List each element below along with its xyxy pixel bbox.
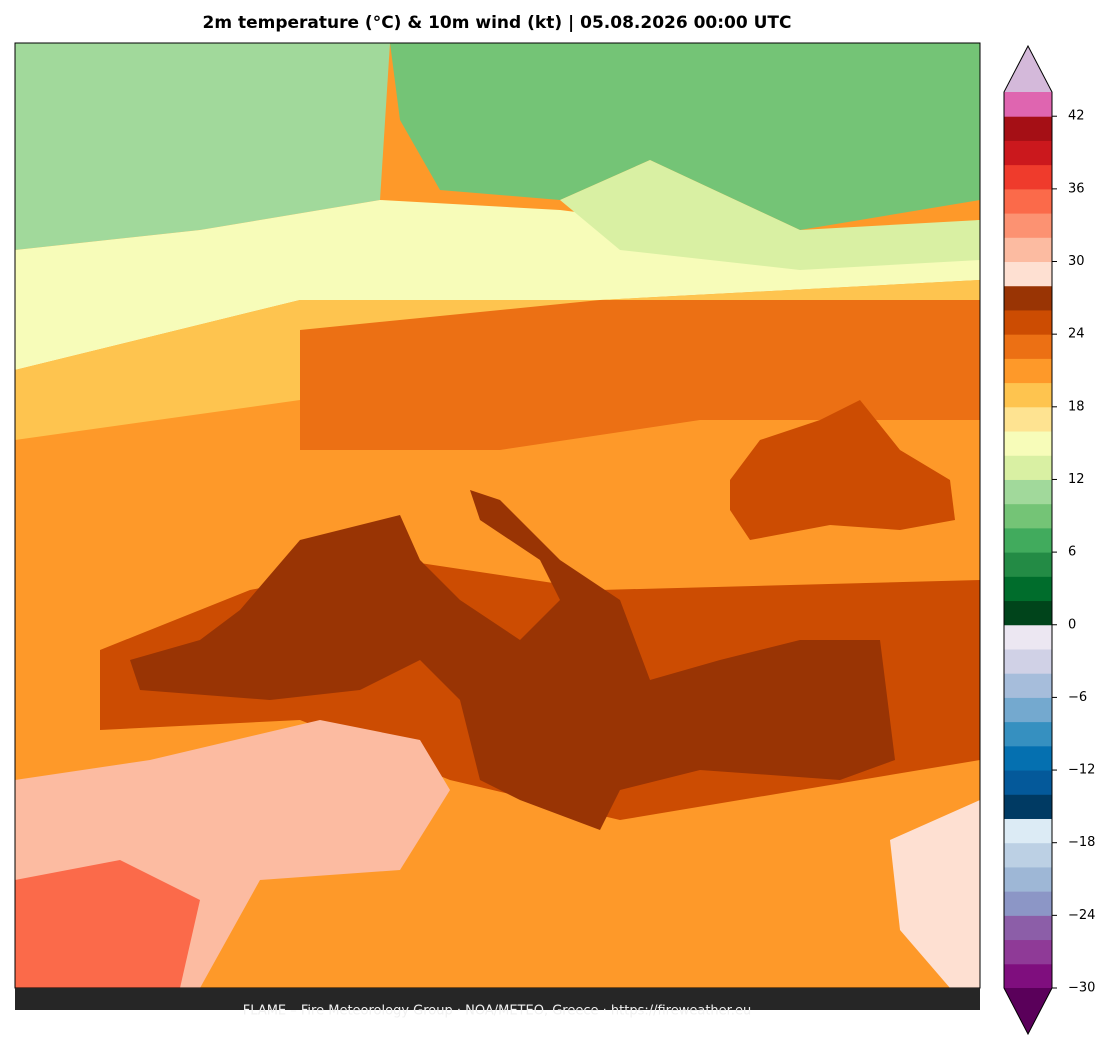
colorbar-band (1004, 309, 1052, 335)
colorbar-band (1004, 503, 1052, 529)
colorbar-tick-label: 24 (1068, 327, 1085, 342)
colorbar-band (1004, 479, 1052, 505)
colorbar-band (1004, 576, 1052, 602)
egypt (890, 800, 980, 988)
colorbar-band (1004, 915, 1052, 941)
colorbar-band (1004, 116, 1052, 141)
colorbar-tick-label: 6 (1068, 545, 1076, 560)
colorbar-band (1004, 648, 1052, 674)
colorbar-band (1004, 213, 1052, 238)
colorbar-tick-label: −30 (1068, 981, 1095, 996)
colorbar-band (1004, 600, 1052, 626)
central-europe (300, 300, 980, 450)
scandinavia (390, 43, 980, 230)
colorbar-band (1004, 431, 1052, 456)
baltic-region (560, 160, 980, 270)
sahara-hot (15, 860, 200, 988)
colorbar-band (1004, 697, 1052, 723)
colorbar-band (1004, 92, 1052, 117)
colorbar-band (1004, 891, 1052, 916)
colorbar-tick-label: 12 (1068, 472, 1085, 487)
colorbar-tick-label: 18 (1068, 399, 1085, 414)
colorbar-band (1004, 334, 1052, 359)
map-title: 2m temperature (°C) & 10m wind (kt) | 05… (202, 13, 791, 33)
colorbar-band (1004, 188, 1052, 214)
colorbar: −30 −24 −18 −12 −6 0 6 12 18 24 30 36 42 (1003, 44, 1095, 1036)
colorbar-band (1004, 164, 1052, 190)
colorbar-tick-label: −18 (1068, 835, 1095, 850)
colorbar-band (1004, 261, 1052, 287)
colorbar-tick-label: 30 (1068, 254, 1085, 269)
map-area (14, 42, 981, 989)
colorbar-band (1004, 624, 1052, 650)
colorbar-tick-label: 42 (1068, 109, 1085, 124)
colorbar-band (1004, 770, 1052, 795)
colorbar-band (1004, 237, 1052, 263)
mediterranean-sea (130, 490, 895, 830)
atlantic-north (15, 43, 390, 250)
colorbar-band (1004, 745, 1052, 771)
colorbar-band (1004, 455, 1052, 480)
colorbar-tick-label: 36 (1068, 181, 1085, 196)
colorbar-band (1004, 140, 1052, 166)
colorbar-band (1004, 818, 1052, 844)
colorbar-band (1004, 963, 1052, 989)
colorbar-over (1004, 46, 1052, 92)
colorbar-tick-label: −12 (1068, 763, 1095, 778)
black-sea (730, 400, 955, 540)
colorbar-band (1004, 358, 1052, 384)
footer-text: FLAME – Fire Meteorology Group · NOA/MET… (243, 1004, 751, 1019)
colorbar-band (1004, 673, 1052, 698)
colorbar-outline (1003, 44, 1053, 1036)
colorbar-tick-label: −6 (1068, 690, 1087, 705)
colorbar-band (1004, 382, 1052, 408)
colorbar-tick-label: −24 (1068, 908, 1095, 923)
colorbar-band (1004, 285, 1052, 311)
footer-bar (15, 988, 980, 1010)
colorbar-under (1004, 988, 1052, 1034)
colorbar-band (1004, 552, 1052, 577)
colorbar-band (1004, 406, 1052, 432)
colorbar-band (1004, 939, 1052, 965)
colorbar-tick-label: 0 (1068, 617, 1076, 632)
colorbar-band (1004, 794, 1052, 819)
colorbar-band (1004, 842, 1052, 868)
colorbar-band (1004, 527, 1052, 553)
colorbar-band (1004, 721, 1052, 747)
colorbar-band (1004, 866, 1052, 892)
